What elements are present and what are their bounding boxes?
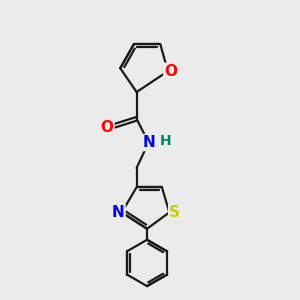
Text: O: O [164,64,177,79]
Text: O: O [100,120,113,135]
Text: S: S [169,205,180,220]
Text: N: N [112,205,124,220]
Text: H: H [160,134,171,148]
Text: N: N [142,135,155,150]
